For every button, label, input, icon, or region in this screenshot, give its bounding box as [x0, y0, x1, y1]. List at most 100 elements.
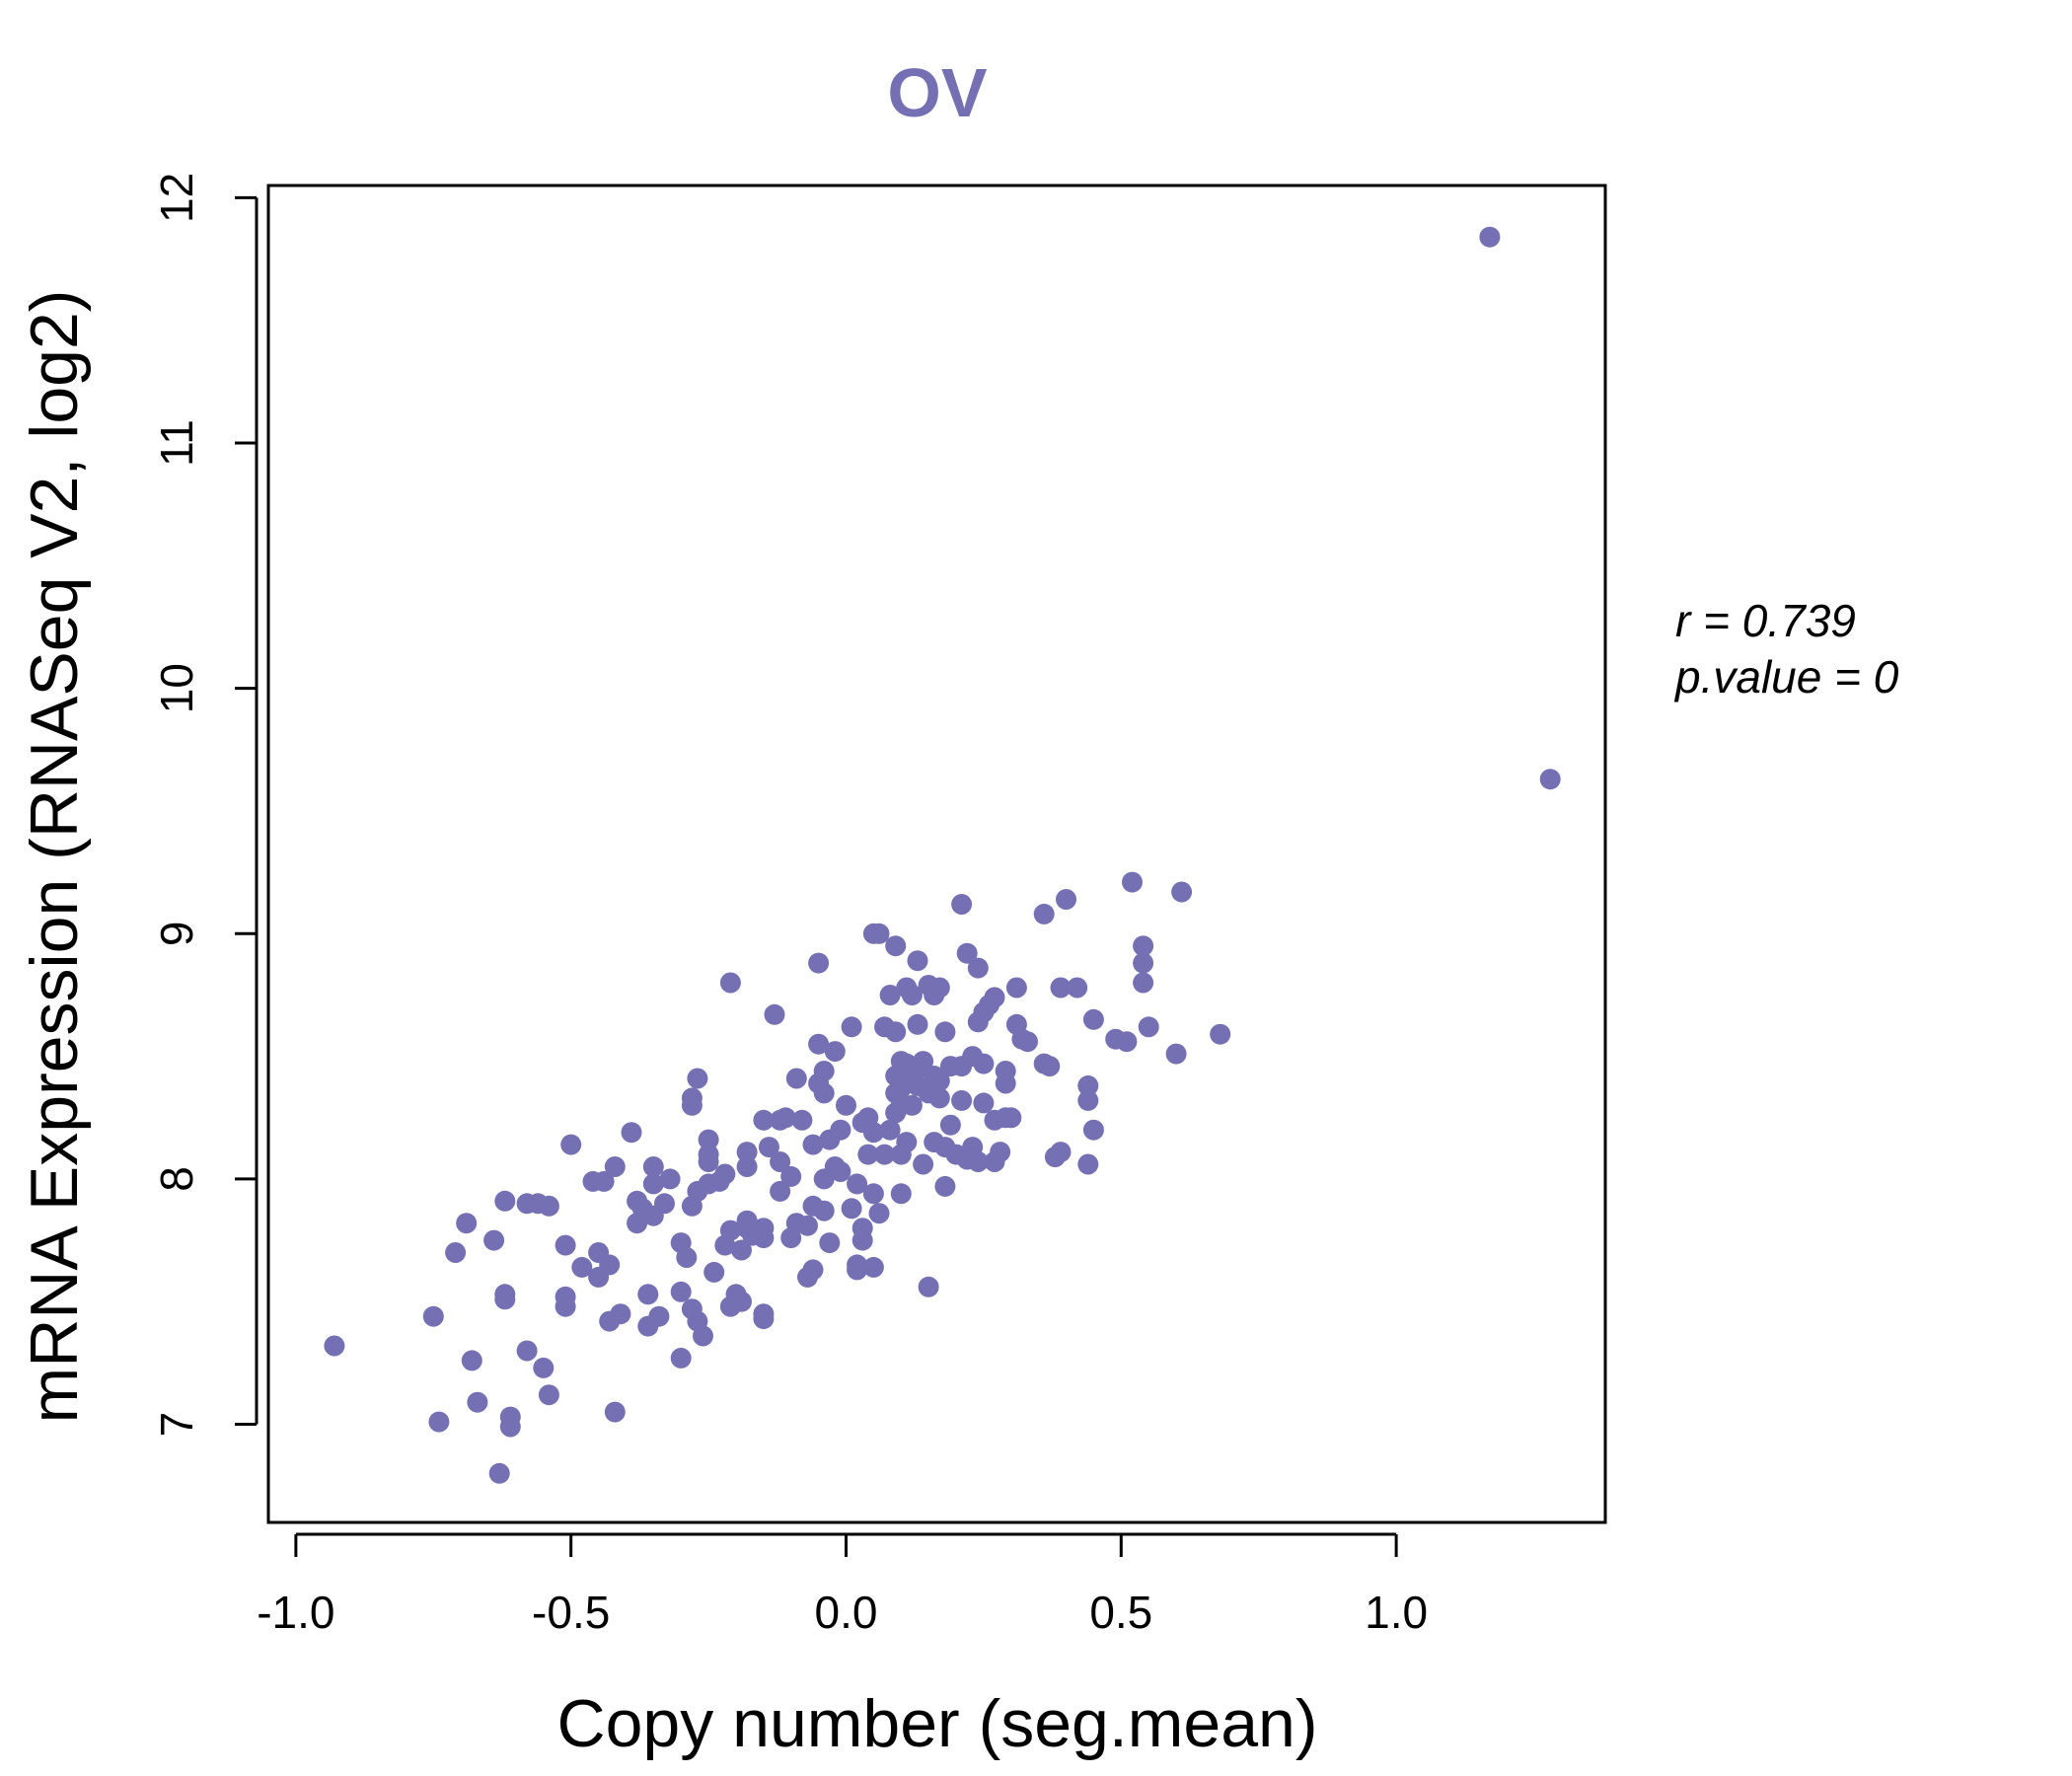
data-point [797, 1215, 818, 1236]
data-point [862, 1122, 884, 1144]
data-point [841, 1198, 862, 1220]
x-tick-label: -0.5 [532, 1587, 610, 1638]
data-point [753, 1303, 775, 1325]
data-point [670, 1347, 692, 1369]
data-point [731, 1239, 752, 1261]
data-point [488, 1462, 510, 1484]
data-point [494, 1289, 516, 1310]
data-point [687, 1068, 708, 1089]
data-point [1539, 769, 1561, 790]
data-point [1171, 881, 1193, 903]
data-point [1133, 935, 1154, 957]
data-point [1050, 1142, 1072, 1163]
data-point [951, 1089, 973, 1111]
data-point [984, 987, 1005, 1008]
data-point [1000, 1107, 1022, 1129]
data-point [1005, 977, 1027, 999]
data-point [901, 1094, 923, 1116]
data-point [1056, 889, 1076, 910]
data-point [642, 1173, 664, 1195]
data-point [1033, 903, 1055, 925]
data-point [610, 1303, 631, 1325]
correlation-p-value: p.value = 0 [1673, 651, 1899, 703]
data-point [445, 1242, 467, 1263]
data-point [604, 1401, 626, 1423]
data-point [819, 1232, 841, 1254]
data-point [483, 1229, 505, 1251]
correlation-r: r = 0.739 [1675, 595, 1856, 646]
data-point [428, 1411, 450, 1433]
data-point [913, 1153, 934, 1175]
data-point [467, 1391, 488, 1413]
data-point [499, 1416, 521, 1438]
data-point [868, 1203, 890, 1224]
x-axis: -1.0 -0.5 0.0 0.5 1.0 [257, 1532, 1428, 1638]
x-tick-label: 1.0 [1365, 1587, 1428, 1638]
data-point [1067, 977, 1088, 999]
x-tick-label: 0.5 [1089, 1587, 1152, 1638]
data-point [538, 1195, 559, 1217]
data-point [676, 1247, 698, 1268]
data-point [907, 1013, 928, 1035]
data-point [934, 1021, 956, 1043]
data-point [885, 1021, 907, 1043]
data-point [896, 1132, 918, 1153]
data-point [785, 1068, 807, 1089]
data-point [422, 1305, 444, 1327]
data-point [951, 894, 973, 915]
data-point [907, 950, 928, 972]
data-point [851, 1229, 873, 1251]
data-point [1082, 1008, 1104, 1030]
data-point [824, 1041, 846, 1063]
data-point [1138, 1016, 1159, 1038]
data-point [802, 1134, 824, 1155]
y-axis-label: mRNA Expression (RNASeq V2, log2) [17, 290, 92, 1424]
data-point [967, 1151, 989, 1172]
data-point [770, 1151, 791, 1172]
data-point [847, 1259, 868, 1281]
data-points [324, 226, 1561, 1484]
data-point [637, 1284, 659, 1305]
data-point [698, 1129, 719, 1150]
data-point [868, 923, 890, 944]
data-point [1210, 1023, 1231, 1045]
data-point [693, 1325, 713, 1347]
data-point [593, 1170, 615, 1192]
data-point [918, 1276, 939, 1297]
data-point [1039, 1056, 1061, 1077]
y-tick-label: 12 [151, 173, 202, 223]
data-point [604, 1156, 626, 1177]
data-point [1017, 1031, 1038, 1053]
data-point [461, 1350, 482, 1371]
data-point [516, 1340, 538, 1362]
data-point [808, 952, 830, 974]
data-point [1082, 1119, 1104, 1141]
data-point [764, 1003, 785, 1025]
data-point [973, 1053, 995, 1074]
y-tick-label: 11 [151, 419, 202, 467]
data-point [990, 1142, 1011, 1163]
data-point [736, 1156, 758, 1177]
plot-area [266, 184, 1607, 1524]
data-point [731, 1291, 752, 1312]
data-point [654, 1193, 675, 1215]
data-point [939, 1114, 961, 1136]
data-point [642, 1156, 664, 1177]
data-point [913, 1051, 934, 1073]
data-point [719, 972, 741, 994]
data-point [681, 1087, 703, 1109]
data-point [879, 985, 901, 1005]
data-point [1133, 972, 1154, 994]
data-point [703, 1261, 725, 1283]
data-point [770, 1180, 791, 1202]
data-point [775, 1107, 796, 1129]
data-point [1133, 952, 1154, 974]
data-point [808, 1033, 830, 1055]
data-point [753, 1109, 775, 1131]
y-tick-label: 8 [151, 1166, 202, 1192]
data-point [901, 985, 923, 1005]
data-point [538, 1384, 559, 1406]
data-point [753, 1227, 775, 1249]
data-point [1116, 1031, 1138, 1053]
